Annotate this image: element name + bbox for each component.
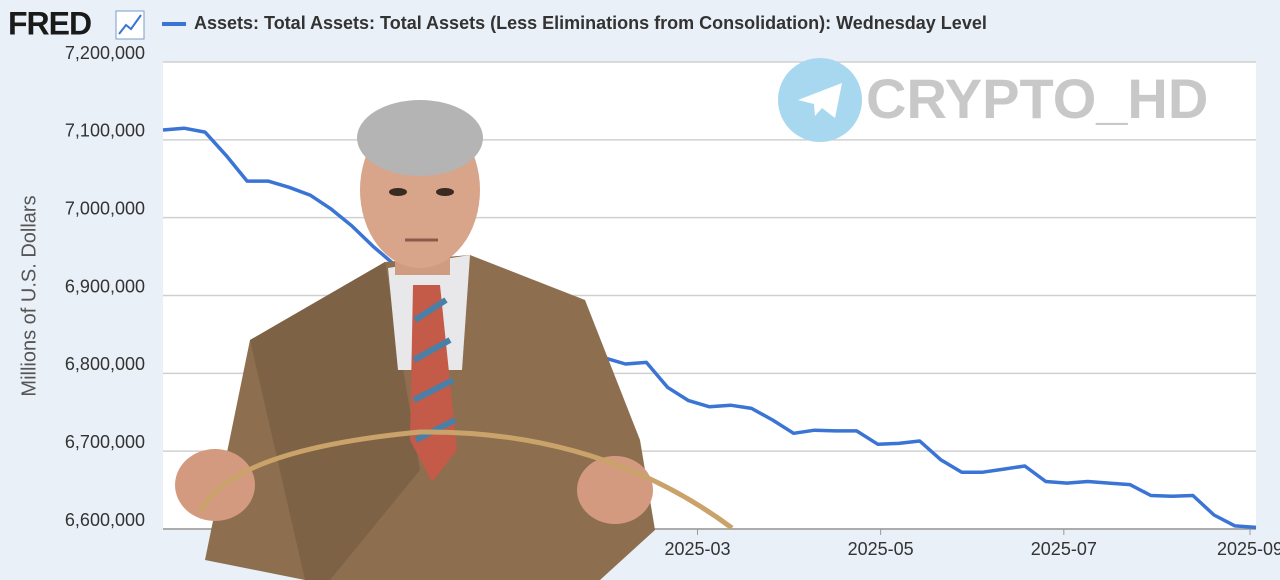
y-tick-label: 7,100,000 [65, 121, 145, 141]
x-tick-label: 2025-03 [664, 539, 730, 559]
x-tick-label: 2025-05 [848, 539, 914, 559]
data-line [162, 126, 1257, 530]
y-tick-label: 7,200,000 [65, 43, 145, 63]
y-tick-label: 6,900,000 [65, 276, 145, 296]
y-axis-label: Millions of U.S. Dollars [18, 195, 40, 396]
watermark: CRYPTO_HD [778, 58, 1208, 142]
legend-label: Assets: Total Assets: Total Assets (Less… [194, 13, 987, 33]
y-tick-label: 7,000,000 [65, 198, 145, 218]
y-tick-label: 6,800,000 [65, 354, 145, 374]
x-tick-label: 2025-07 [1031, 539, 1097, 559]
x-tick-label: 2025-09 [1217, 539, 1280, 559]
y-tick-label: 6,700,000 [65, 432, 145, 452]
watermark-text: CRYPTO_HD [866, 67, 1208, 130]
logo: FRED [8, 5, 91, 41]
photo-overlay [175, 100, 734, 580]
logo-icon [115, 10, 145, 40]
y-tick-label: 6,600,000 [65, 510, 145, 530]
